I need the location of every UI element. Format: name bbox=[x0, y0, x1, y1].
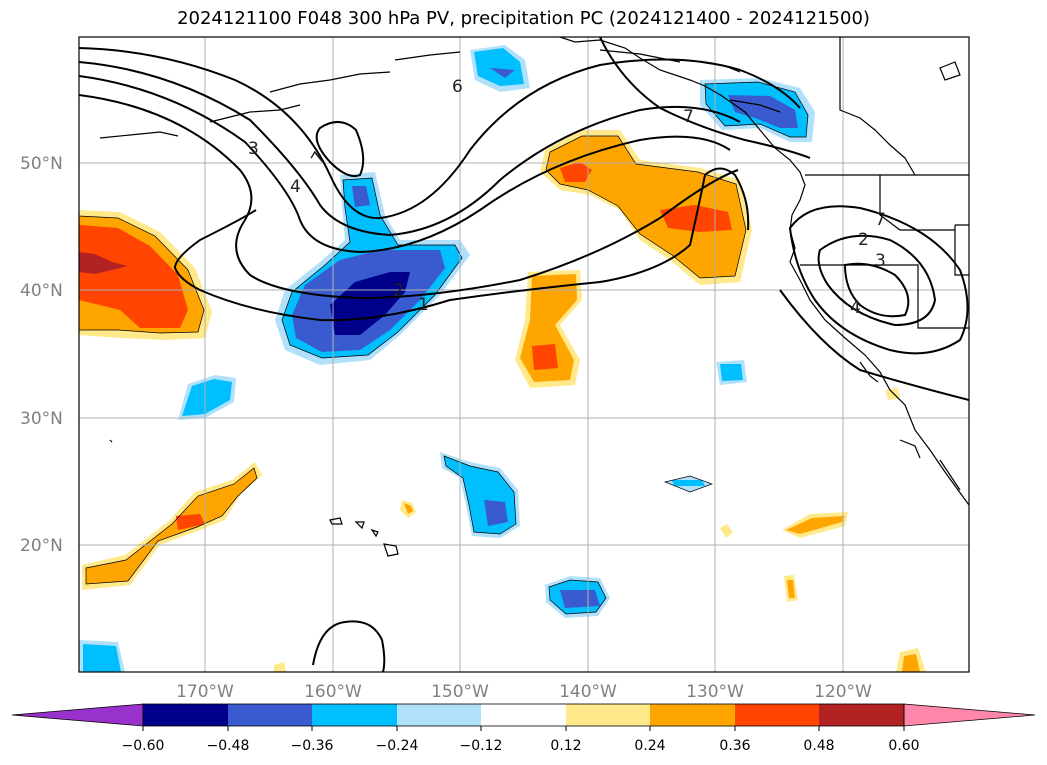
precip-blob-north-blue bbox=[470, 45, 530, 92]
contour-label: 4 bbox=[290, 177, 301, 197]
lon-label: 140°W bbox=[559, 682, 617, 702]
colorbar-tick-label: −0.12 bbox=[460, 738, 503, 754]
precip-shading bbox=[79, 45, 926, 672]
map-frame bbox=[78, 36, 970, 673]
contour-label: 4 bbox=[850, 298, 861, 318]
colorbar-segment bbox=[566, 704, 650, 726]
contour-label: 2 bbox=[858, 230, 869, 250]
colorbar-tick-label: −0.24 bbox=[376, 738, 419, 754]
colorbar-tick-label: −0.36 bbox=[291, 738, 334, 754]
colorbar-segment bbox=[397, 704, 481, 726]
colorbar-tick-label: −0.60 bbox=[122, 738, 165, 754]
contour-label: 6 bbox=[452, 77, 463, 97]
colorbar-segment bbox=[143, 704, 228, 726]
lon-label: 130°W bbox=[686, 682, 744, 702]
colorbar-segment bbox=[228, 704, 312, 726]
colorbar: −0.60 −0.48 −0.36 −0.24 −0.12 0.12 0.24 … bbox=[11, 703, 1036, 754]
colorbar-tick-label: 0.12 bbox=[550, 738, 581, 754]
precip-blob-sw-orange bbox=[82, 462, 262, 590]
colorbar-segment bbox=[819, 704, 904, 726]
precip-blob-west bbox=[79, 210, 212, 340]
lat-label: 20°N bbox=[20, 536, 63, 556]
precip-blob-ne-orange bbox=[540, 130, 752, 285]
colorbar-tick-label: −0.48 bbox=[207, 738, 250, 754]
lat-label: 40°N bbox=[20, 281, 63, 301]
colorbar-segment bbox=[312, 704, 397, 726]
colorbar-tick-label: 0.36 bbox=[719, 738, 750, 754]
colorbar-segment bbox=[481, 704, 566, 726]
contour-label: 2 bbox=[393, 281, 404, 301]
contour-label: 1 bbox=[418, 295, 429, 315]
colorbar-extend-left bbox=[11, 703, 144, 727]
contour-label: 7 bbox=[683, 107, 694, 127]
precip-blob-mid-orange bbox=[515, 270, 582, 388]
contour-label: 3 bbox=[875, 251, 886, 271]
colorbar-tick-label: 0.60 bbox=[888, 738, 919, 754]
lon-labels: 170°W 160°W 150°W 140°W 130°W 120°W bbox=[176, 682, 872, 702]
lat-labels: 50°N 40°N 30°N 20°N bbox=[20, 154, 63, 556]
colorbar-segment bbox=[735, 704, 819, 726]
colorbar-segment bbox=[650, 704, 735, 726]
coastlines bbox=[99, 37, 969, 557]
map-title: 2024121100 F048 300 hPa PV, precipitatio… bbox=[177, 8, 870, 29]
pv-contours bbox=[79, 37, 969, 672]
colorbar-extend-right bbox=[903, 703, 1036, 727]
contour-label: 7 bbox=[875, 210, 886, 230]
lon-label: 170°W bbox=[176, 682, 234, 702]
map-gridlines bbox=[79, 37, 969, 672]
lon-label: 120°W bbox=[814, 682, 872, 702]
colorbar-tick-label: 0.48 bbox=[803, 738, 834, 754]
lat-label: 30°N bbox=[20, 409, 63, 429]
lon-label: 160°W bbox=[304, 682, 362, 702]
colorbar-tick-label: 0.24 bbox=[634, 738, 665, 754]
map-plot-area: 6 7 3 4 7 2 1 7 2 3 4 bbox=[79, 37, 969, 672]
lon-label: 150°W bbox=[431, 682, 489, 702]
contour-label: 3 bbox=[248, 139, 259, 159]
lat-label: 50°N bbox=[20, 154, 63, 174]
